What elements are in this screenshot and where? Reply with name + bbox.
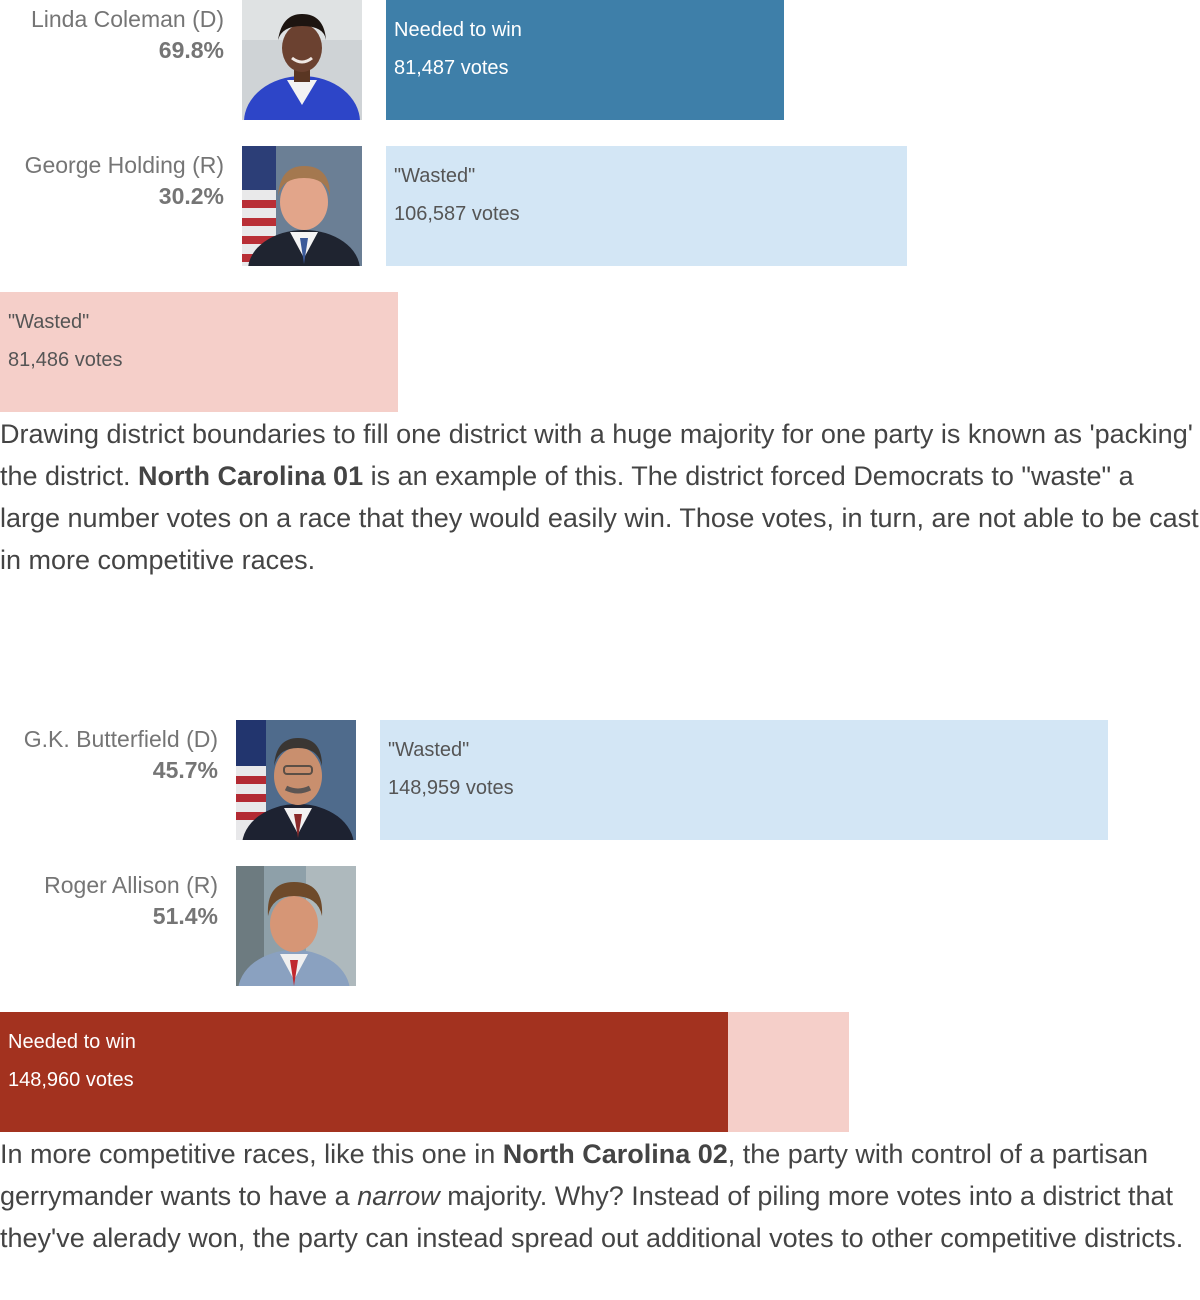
candidate-percent: 51.4% xyxy=(152,903,218,929)
district-01-paragraph: Drawing district boundaries to fill one … xyxy=(0,413,1200,581)
bar-label: "Wasted" xyxy=(8,311,90,333)
bar-votes: 106,587 votes xyxy=(394,203,520,225)
candidate-name: Linda Coleman (D) xyxy=(30,6,224,32)
bar-votes: 148,960 votes xyxy=(8,1069,134,1091)
paragraph-text: Drawing district boundaries to fill one … xyxy=(0,419,1193,491)
wasted-votes-bar: "Wasted" 148,959 votes xyxy=(380,720,1108,840)
gk-butterfield-photo xyxy=(236,720,356,840)
candidate-name: Roger Allison (R) xyxy=(44,872,218,898)
bar-label: Needed to win xyxy=(394,19,522,41)
district-02-paragraph: In more competitive races, like this one… xyxy=(0,1133,1200,1259)
linda-coleman-photo xyxy=(242,0,362,120)
district-name: North Carolina 02 xyxy=(502,1139,728,1169)
paragraph-text: is an example of this. The district forc… xyxy=(0,461,1199,575)
george-holding-photo xyxy=(242,146,362,266)
candidate-name: George Holding (R) xyxy=(24,152,224,178)
paragraph-text: In more competitive races, like this one… xyxy=(0,1139,503,1169)
emphasis-text: narrow xyxy=(357,1181,440,1211)
needed-to-win-bar: Needed to win 81,487 votes xyxy=(386,0,784,120)
bar-label: "Wasted" xyxy=(388,739,470,761)
bar-label: Needed to win xyxy=(8,1031,136,1053)
needed-to-win-bar: Needed to win 148,960 votes xyxy=(0,1012,728,1132)
bar-votes: 148,959 votes xyxy=(388,777,514,799)
bar-votes: 81,486 votes xyxy=(8,349,123,371)
candidate-name: G.K. Butterfield (D) xyxy=(23,726,218,752)
bar-label: "Wasted" xyxy=(394,165,476,187)
paragraph-text: majority. Why? Instead of piling more vo… xyxy=(0,1181,1184,1253)
wasted-votes-bar: "Wasted" 106,587 votes xyxy=(386,146,907,266)
wasted-votes-bar: "Wasted" 81,486 votes xyxy=(0,292,398,412)
district-name: North Carolina 01 xyxy=(138,461,364,491)
paragraph-text: , the party with control of a partisan g… xyxy=(0,1139,1148,1211)
candidate-percent: 30.2% xyxy=(158,183,224,209)
roger-allison-photo xyxy=(236,866,356,986)
candidate-percent: 69.8% xyxy=(158,37,224,63)
candidate-percent: 45.7% xyxy=(152,757,218,783)
bar-votes: 81,487 votes xyxy=(394,57,509,79)
